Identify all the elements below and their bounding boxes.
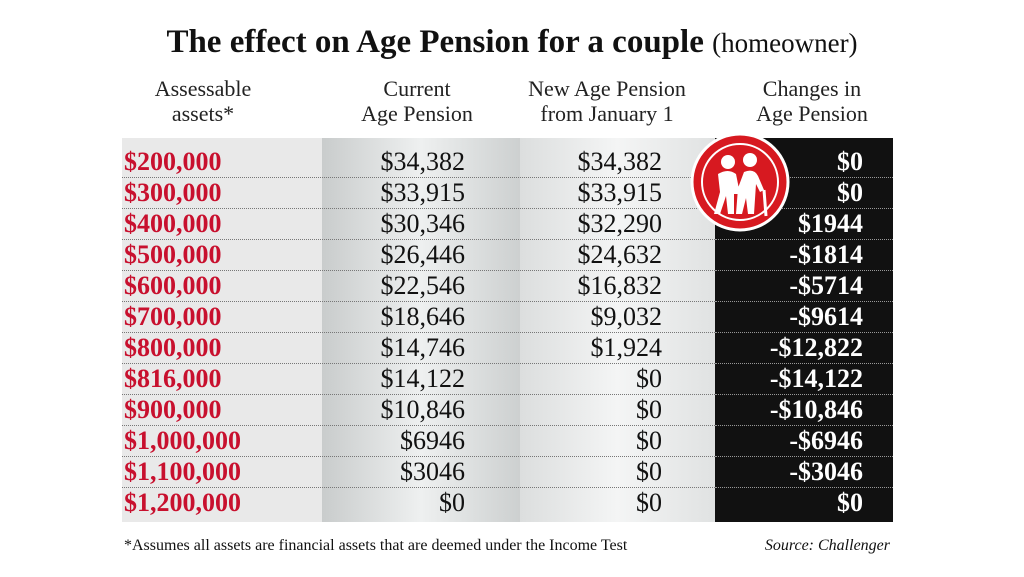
cell: $800,000 <box>124 333 222 362</box>
header-line: Current <box>383 76 451 101</box>
column-header: Changes in Age Pension <box>712 76 912 126</box>
cell: $10,846 <box>380 395 466 424</box>
cell: $9,032 <box>590 302 663 331</box>
column-bg <box>322 138 520 522</box>
title: The effect on Age Pension for a couple (… <box>0 24 1024 61</box>
cell: -$9614 <box>789 302 863 331</box>
cell: -$3046 <box>789 457 863 486</box>
row-divider <box>122 394 715 395</box>
row-divider <box>715 394 893 395</box>
cell: $1944 <box>798 209 863 238</box>
header-line: Assessable <box>154 76 252 101</box>
header-line: assets* <box>171 101 235 126</box>
cell: $6946 <box>400 426 465 455</box>
cell: $0 <box>837 488 863 517</box>
row-divider <box>122 177 715 178</box>
icon <box>690 132 790 232</box>
footnote: *Assumes all assets are financial assets… <box>124 537 628 554</box>
cell: $500,000 <box>124 240 222 269</box>
cell: $14,122 <box>380 364 466 393</box>
cell: $24,632 <box>577 240 663 269</box>
row-divider <box>122 456 715 457</box>
row-divider <box>715 332 893 333</box>
column-bg <box>520 138 715 522</box>
cell: $34,382 <box>380 147 466 176</box>
cell: $16,832 <box>577 271 663 300</box>
cell: $32,290 <box>577 209 663 238</box>
cell: -$12,822 <box>769 333 863 362</box>
row-divider <box>122 208 715 209</box>
cell: $0 <box>837 147 863 176</box>
cell: $14,746 <box>380 333 466 362</box>
row-divider <box>715 270 893 271</box>
row-divider <box>715 487 893 488</box>
cell: $900,000 <box>124 395 222 424</box>
header-line: New Age Pension <box>528 76 686 101</box>
row-divider <box>122 301 715 302</box>
column-header: Assessable assets* <box>103 76 303 126</box>
cell: $600,000 <box>124 271 222 300</box>
row-divider <box>122 332 715 333</box>
cell: -$1814 <box>789 240 863 269</box>
cell: -$5714 <box>789 271 863 300</box>
row-divider <box>715 208 893 209</box>
cell: $22,546 <box>380 271 466 300</box>
cell: $0 <box>636 488 662 517</box>
row-divider <box>122 270 715 271</box>
cell: $200,000 <box>124 147 222 176</box>
cell: $33,915 <box>380 178 466 207</box>
header-line: Changes in <box>762 76 862 101</box>
cell: $816,000 <box>124 364 222 393</box>
cell: $0 <box>837 178 863 207</box>
header-line: Age Pension <box>361 101 473 126</box>
cell: $0 <box>439 488 465 517</box>
column-header: Current Age Pension <box>317 76 517 126</box>
row-divider <box>715 301 893 302</box>
cell: $33,915 <box>577 178 663 207</box>
title-main: The effect on Age Pension for a couple <box>166 24 704 60</box>
cell: -$10,846 <box>769 395 863 424</box>
row-divider <box>715 363 893 364</box>
cell: $1,000,000 <box>124 426 241 455</box>
row-divider <box>715 456 893 457</box>
cell: $0 <box>636 426 662 455</box>
row-divider <box>715 177 893 178</box>
cell: $1,924 <box>590 333 663 362</box>
cell: $26,446 <box>380 240 466 269</box>
cell: $1,200,000 <box>124 488 241 517</box>
cell: $1,100,000 <box>124 457 241 486</box>
cell: $0 <box>636 395 662 424</box>
cell: $3046 <box>400 457 465 486</box>
cell: $0 <box>636 457 662 486</box>
cell: $30,346 <box>380 209 466 238</box>
row-divider <box>715 425 893 426</box>
row-divider <box>122 425 715 426</box>
column-bg <box>122 138 322 522</box>
header-line: Age Pension <box>756 101 868 126</box>
column-header: New Age Pension from January 1 <box>507 76 707 126</box>
row-divider <box>715 239 893 240</box>
cell: $0 <box>636 364 662 393</box>
cell: -$14,122 <box>769 364 863 393</box>
source: Source: Challenger <box>764 537 890 554</box>
cell: $700,000 <box>124 302 222 331</box>
cell: $400,000 <box>124 209 222 238</box>
cell: $34,382 <box>577 147 663 176</box>
row-divider <box>122 363 715 364</box>
row-divider <box>122 487 715 488</box>
cell: -$6946 <box>789 426 863 455</box>
header-line: from January 1 <box>540 101 674 126</box>
row-divider <box>122 239 715 240</box>
title-suffix: (homeowner) <box>712 28 858 58</box>
cell: $18,646 <box>380 302 466 331</box>
cell: $300,000 <box>124 178 222 207</box>
